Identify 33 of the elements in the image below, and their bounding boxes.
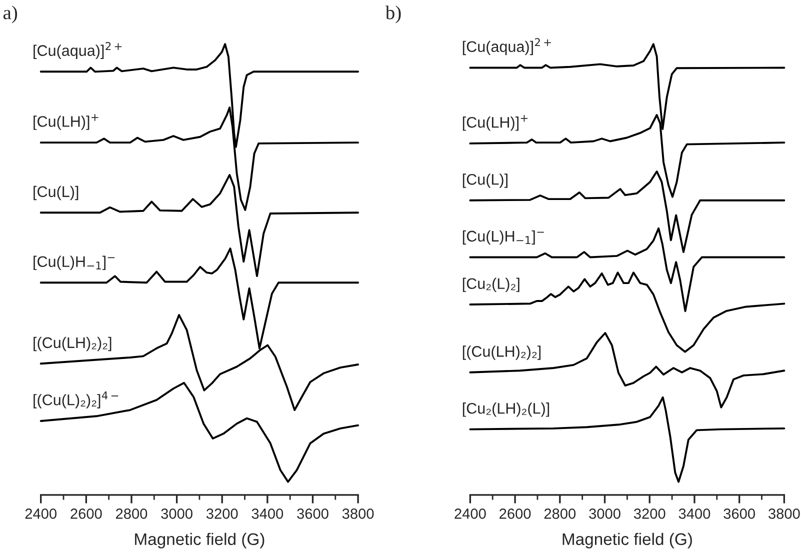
x-tick-label: 3800	[342, 508, 374, 519]
series-label: [Cu(LH)]$^{+}$	[34, 114, 98, 130]
series-label: [(Cu(L)₂)₂]$^{4−}$	[34, 392, 118, 408]
series-label: [Cu(LH)]$^{+}$	[462, 115, 528, 131]
chart-title: a)	[3, 6, 18, 24]
x-tick-label: 2400	[454, 508, 486, 519]
x-tick-label: 3600	[297, 508, 328, 519]
series-label: [Cu₂(LH)₂(L)]	[462, 402, 550, 417]
x-tick-label: 3800	[768, 508, 800, 519]
x-tick-label: 2600	[500, 508, 531, 519]
x-tick-label: 3000	[589, 508, 620, 519]
x-tick-label: 2800	[116, 508, 148, 519]
x-axis-title: Magnetic field (G)	[562, 532, 692, 548]
x-tick-label: 3400	[678, 508, 710, 519]
x-tick-label: 3200	[206, 508, 238, 519]
series-label: [Cu₂(L)₂]	[462, 278, 520, 292]
x-tick-label: 2600	[70, 508, 102, 519]
series-label: [(Cu(LH)₂)₂]	[34, 336, 112, 352]
x-tick-label: 3600	[724, 508, 755, 519]
series-label: [Cu(aqua)]$^{2+}$	[34, 42, 122, 60]
series-label: [(Cu(LH)₂)₂]	[462, 346, 541, 360]
x-tick-label: 2800	[544, 508, 576, 519]
x-tick-label: 3400	[252, 508, 284, 519]
series-label: [Cu(L)]	[34, 186, 78, 200]
series-label: [Cu(L)H$_{−1}$]$^{−}$	[34, 256, 115, 270]
x-tick-label: 3000	[161, 508, 192, 519]
series-label: [Cu(aqua)]$^{2+}$	[462, 38, 551, 56]
x-tick-label: 2400	[25, 508, 57, 519]
series-label: [Cu(L)]	[462, 174, 508, 188]
x-tick-label: 3200	[634, 508, 666, 519]
x-axis-title: Magnetic field (G)	[135, 532, 264, 548]
series-label: [Cu(L)H$_{−1}$]$^{−}$	[462, 230, 544, 245]
chart-title: b)	[385, 6, 401, 24]
